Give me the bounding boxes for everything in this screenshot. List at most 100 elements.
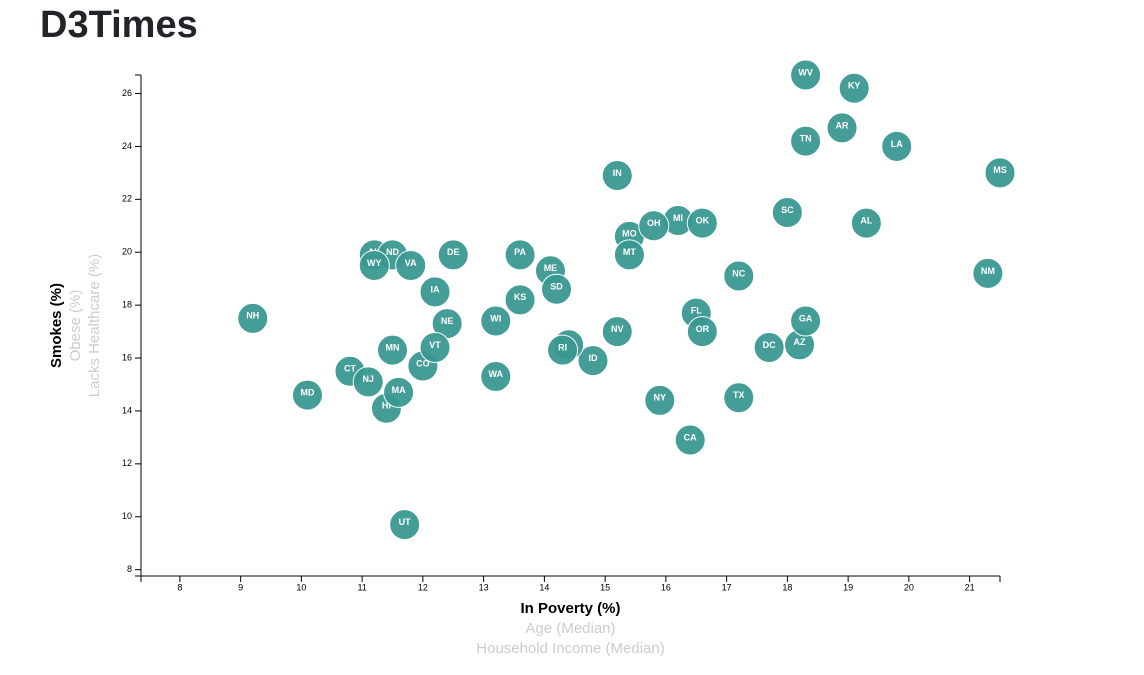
state-label: AR [836, 120, 849, 130]
state-label: RI [558, 342, 567, 352]
state-label: OK [696, 216, 710, 226]
state-label: WV [798, 67, 813, 77]
x-tick-label: 13 [479, 582, 489, 592]
state-label: NE [441, 316, 454, 326]
x-tick-label: 10 [296, 582, 306, 592]
state-circle [771, 197, 803, 229]
state-label: TN [800, 134, 812, 144]
x-tick-label: 20 [904, 582, 914, 592]
state-circle [674, 424, 706, 456]
state-label: NH [246, 311, 259, 321]
state-circle [613, 239, 645, 271]
state-label: ND [386, 247, 399, 257]
state-circle [790, 305, 822, 337]
y-axis-option[interactable]: Smokes (%) [48, 283, 65, 368]
state-circle [638, 210, 670, 242]
state-label: NV [611, 324, 624, 334]
state-label: NC [732, 268, 745, 278]
state-label: KY [848, 81, 861, 91]
state-circle [480, 305, 512, 337]
y-tick-label: 8 [127, 564, 132, 574]
x-tick-label: 11 [357, 582, 366, 592]
state-label: VT [429, 340, 441, 350]
state-circle [790, 125, 822, 157]
state-circle [437, 239, 469, 271]
state-circle [504, 284, 536, 316]
state-label: MD [300, 387, 314, 397]
state-label: SC [781, 205, 794, 215]
state-circle [686, 207, 718, 239]
state-label: CA [684, 432, 697, 442]
state-label: ID [588, 353, 598, 363]
state-label: NJ [362, 374, 374, 384]
y-tick-label: 22 [122, 194, 132, 204]
page-title: D3Times [40, 4, 198, 46]
y-axis-option[interactable]: Lacks Healthcare (%) [86, 254, 103, 397]
state-circle [826, 112, 858, 144]
x-tick-label: 21 [965, 582, 975, 592]
state-circle [984, 157, 1016, 189]
state-circle [547, 334, 579, 366]
state-label: MI [673, 213, 683, 223]
state-label: CO [416, 358, 430, 368]
state-label: KS [514, 292, 527, 302]
state-label: MO [622, 229, 637, 239]
y-axis-option[interactable]: Obese (%) [67, 290, 84, 362]
state-circle [850, 207, 882, 239]
state-circle [389, 509, 421, 541]
y-tick-label: 26 [122, 88, 132, 98]
state-circle [972, 257, 1004, 289]
state-label: CT [344, 364, 356, 374]
x-tick-label: 9 [238, 582, 243, 592]
state-circle [753, 331, 785, 363]
state-circle [790, 59, 822, 91]
state-label: AL [860, 216, 872, 226]
y-tick-label: 14 [122, 405, 132, 415]
state-label: LA [891, 139, 903, 149]
state-circle [686, 316, 718, 348]
state-circle [601, 316, 633, 348]
x-tick-label: 17 [722, 582, 732, 592]
state-circle [480, 361, 512, 393]
x-axis-option[interactable]: Age (Median) [525, 620, 615, 637]
y-tick-label: 16 [122, 352, 132, 362]
state-circle [358, 249, 390, 281]
state-label: MS [993, 165, 1007, 175]
x-axis-option[interactable]: Household Income (Median) [476, 640, 664, 657]
state-circle [419, 331, 451, 363]
y-tick-label: 10 [122, 511, 132, 521]
state-label: WA [489, 369, 504, 379]
state-label: DC [763, 340, 776, 350]
y-tick-label: 18 [122, 300, 132, 310]
state-label: IA [431, 284, 441, 294]
state-circle [419, 276, 451, 308]
state-circle [395, 249, 427, 281]
y-tick-label: 24 [122, 141, 132, 151]
state-circle [352, 366, 384, 398]
state-label: NY [654, 393, 667, 403]
state-label: MT [623, 247, 636, 257]
x-tick-label: 14 [539, 582, 549, 592]
state-label: PA [514, 247, 526, 257]
x-tick-label: 19 [843, 582, 853, 592]
state-label: UT [399, 517, 411, 527]
x-tick-label: 8 [177, 582, 182, 592]
x-tick-label: 18 [782, 582, 792, 592]
state-circle [504, 239, 536, 271]
state-circle [377, 334, 409, 366]
state-circle [383, 376, 415, 408]
state-label: TX [733, 390, 745, 400]
y-tick-label: 12 [122, 458, 132, 468]
state-label: HI [382, 401, 391, 411]
state-label: VA [405, 258, 417, 268]
state-circle [838, 72, 870, 104]
state-circle [644, 384, 676, 416]
state-label: SD [550, 282, 563, 292]
x-tick-label: 12 [418, 582, 428, 592]
state-circle [291, 379, 323, 411]
state-label: WI [490, 313, 501, 323]
x-axis-option[interactable]: In Poverty (%) [520, 600, 620, 617]
x-tick-label: 15 [600, 582, 610, 592]
